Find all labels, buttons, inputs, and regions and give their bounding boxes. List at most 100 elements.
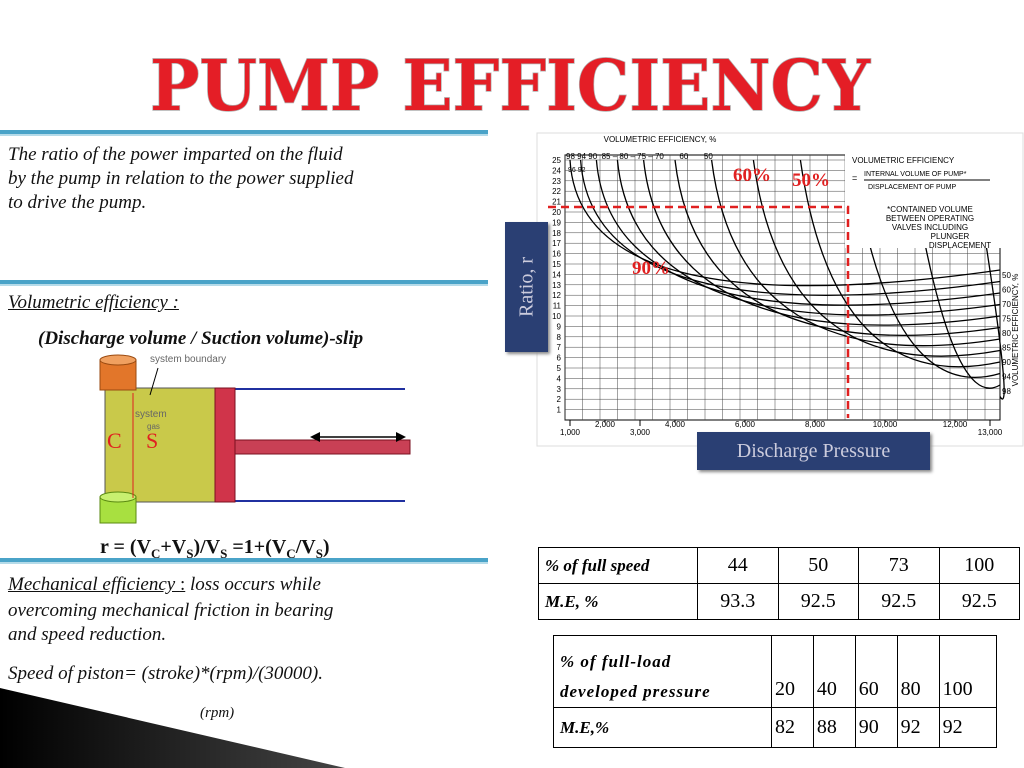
load-table: % of full-load developed pressure 20 40 60 80… bbox=[553, 635, 998, 748]
table-cell: 73 bbox=[858, 547, 940, 584]
formula-subscript: S bbox=[315, 546, 323, 561]
mechanical-line: and speed reduction. bbox=[8, 624, 167, 645]
separator bbox=[0, 558, 488, 562]
table-cell: % of full-load developed pressure bbox=[553, 635, 772, 708]
formula-subscript: S bbox=[186, 546, 194, 561]
x-tick-label: 3,000 bbox=[630, 428, 651, 437]
table-cell: 50 bbox=[777, 547, 859, 584]
ratio-formula: r = (VC+VS)/VS =1+(VC/VS) bbox=[100, 536, 330, 562]
table-cell: 20 bbox=[771, 635, 814, 708]
separator bbox=[0, 284, 488, 286]
curve-label: 50 bbox=[1002, 271, 1011, 280]
diagram-label: S bbox=[146, 428, 159, 453]
y-tick-label: 1 bbox=[557, 406, 562, 415]
formula-part: ) bbox=[322, 536, 330, 558]
formula-subscript: S bbox=[220, 546, 228, 561]
ratio-label: Ratio, r bbox=[515, 257, 537, 317]
y-tick-label: 9 bbox=[557, 322, 562, 331]
efficiency-curve bbox=[569, 159, 1001, 287]
table-cell: 100 bbox=[938, 547, 1020, 584]
table-row: % of full speed 44 50 73 100 bbox=[538, 547, 1020, 584]
x-tick-label: 2,000 bbox=[595, 420, 616, 429]
legend-text: BETWEEN OPERATING bbox=[886, 214, 974, 223]
x-tick-label: 12,000 bbox=[943, 420, 968, 429]
mechanical-text: loss occurs while bbox=[185, 574, 321, 595]
corner-swoosh bbox=[0, 688, 345, 768]
table-cell: 92 bbox=[896, 707, 940, 748]
table-row: M.E,% 82 88 90 92 92 bbox=[553, 707, 998, 748]
efficiency-chart: 1234567891011121314151617181920212223242… bbox=[536, 132, 1024, 447]
y-tick-label: 2 bbox=[557, 395, 562, 404]
curve-label: 60 bbox=[1002, 286, 1011, 295]
efficiency-curve bbox=[616, 159, 1001, 316]
speed-table: % of full speed 44 50 73 100 M.E, % 93.3 92.5 92… bbox=[538, 547, 1020, 620]
table-cell: 40 bbox=[812, 635, 856, 708]
efficiency-curve bbox=[799, 159, 1001, 368]
y-tick-label: 4 bbox=[557, 374, 562, 383]
guide-line bbox=[548, 205, 850, 418]
rpm-note: (rpm) bbox=[200, 705, 235, 721]
chart-mark: 60% bbox=[733, 165, 771, 186]
mechanical-colon: : bbox=[179, 574, 186, 595]
mechanical-line: overcoming mechanical friction in bearin… bbox=[8, 600, 334, 621]
formula-part: /V bbox=[295, 536, 316, 558]
efficiency-curve bbox=[674, 159, 1001, 337]
y-tick-label: 23 bbox=[552, 177, 561, 186]
formula-part: )/V bbox=[193, 536, 221, 558]
table-cell: 92 bbox=[938, 707, 998, 748]
table-cell: 82 bbox=[771, 707, 814, 748]
table-cell: 92.5 bbox=[938, 583, 1020, 620]
y-tick-label: 16 bbox=[552, 250, 561, 259]
intro-line: The ratio of the power imparted on the f… bbox=[8, 144, 343, 165]
table-cell: 92.5 bbox=[858, 583, 940, 620]
y-tick-label: 3 bbox=[557, 385, 562, 394]
x-tick-label: 8,000 bbox=[805, 420, 826, 429]
chart-mark: 90% bbox=[632, 258, 670, 279]
y-tick-label: 19 bbox=[552, 218, 561, 227]
y-tick-label: 20 bbox=[552, 208, 561, 217]
y-tick-label: 17 bbox=[552, 239, 561, 248]
mechanical-heading: Mechanical efficiency : bbox=[8, 574, 185, 595]
table-cell: 92.5 bbox=[777, 583, 859, 620]
separator bbox=[0, 130, 488, 134]
curve-label: 85 bbox=[1002, 344, 1011, 353]
x-tick-label: 4,000 bbox=[665, 420, 686, 429]
y-tick-label: 12 bbox=[552, 291, 561, 300]
curve-label: 90 bbox=[1002, 358, 1011, 367]
formula-subscript: C bbox=[286, 546, 296, 561]
y-tick-label: 6 bbox=[557, 354, 562, 363]
efficiency-curve bbox=[752, 159, 1001, 357]
legend-text: PLUNGER bbox=[931, 232, 970, 241]
table-row: M.E, % 93.3 92.5 92.5 92.5 bbox=[538, 583, 1020, 620]
intro-line: to drive the pump. bbox=[8, 192, 147, 213]
y-tick-label: 21 bbox=[552, 198, 561, 207]
separator bbox=[0, 280, 488, 284]
efficiency-curve bbox=[642, 159, 1001, 326]
top-labels: 98 94 90 85 – 80 – 75 – 70 60 50 bbox=[566, 152, 713, 161]
y-tick-label: 25 bbox=[552, 156, 561, 165]
table-row: % of full-load developed pressure 20 40 60 80… bbox=[553, 635, 998, 708]
efficiency-curve bbox=[710, 159, 1001, 347]
legend-bg bbox=[845, 148, 1010, 248]
formula-subscript: C bbox=[151, 546, 161, 561]
diagram-label: system bbox=[135, 409, 167, 420]
mechanical-heading-text: Mechanical efficiency bbox=[8, 574, 180, 595]
x-tick-label: 10,000 bbox=[873, 420, 898, 429]
header-line: developed pressure bbox=[560, 682, 711, 701]
curve-label: 80 bbox=[1002, 329, 1011, 338]
intro-line: by the pump in relation to the power sup… bbox=[8, 168, 354, 189]
legend-text: = bbox=[852, 173, 857, 183]
speed-formula: Speed of piston= (stroke)*(rpm)/(30000). bbox=[8, 663, 324, 684]
y-tick-label: 18 bbox=[552, 229, 561, 238]
formula-part: =1+(V bbox=[227, 536, 287, 558]
top-labels: 96 92 bbox=[568, 167, 586, 174]
formula-part: r = (V bbox=[100, 536, 152, 558]
curve-label: 98 bbox=[1002, 387, 1011, 396]
curve-label: 70 bbox=[1002, 300, 1011, 309]
separator bbox=[0, 134, 488, 136]
diagram-label: gas bbox=[147, 422, 160, 431]
legend-text: *CONTAINED VOLUME bbox=[887, 205, 973, 214]
x-tick-label: 13,000 bbox=[978, 428, 1003, 437]
